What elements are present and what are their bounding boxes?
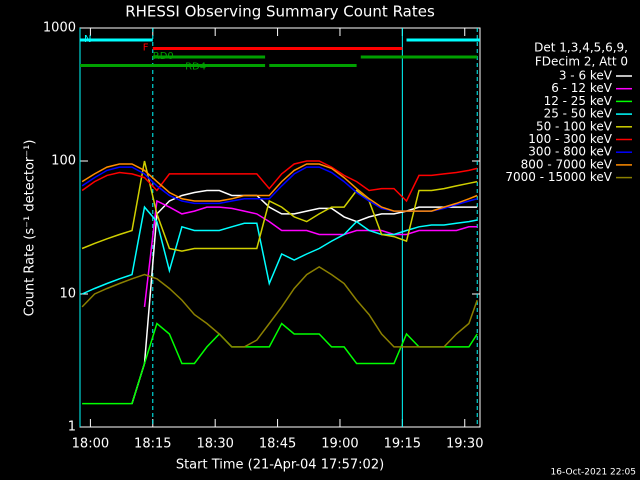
series-line bbox=[81, 266, 478, 348]
flag-label: F bbox=[143, 43, 149, 54]
footer: 16-Oct-2021 22:05 bbox=[551, 468, 636, 478]
series-line bbox=[131, 189, 478, 404]
legend-label: 7000 - 15000 keV bbox=[505, 170, 612, 184]
legend-label: 300 - 800 keV bbox=[528, 145, 612, 159]
legend-label: 100 - 300 keV bbox=[528, 132, 612, 146]
series-line bbox=[81, 166, 478, 212]
y-tick-label: 10 bbox=[59, 287, 76, 302]
series-line bbox=[81, 163, 478, 212]
legend-label: 12 - 25 keV bbox=[544, 94, 613, 108]
x-tick-label: 19:30 bbox=[446, 437, 483, 452]
series-line bbox=[81, 205, 478, 295]
series-line bbox=[81, 160, 478, 252]
flag-label: N bbox=[84, 34, 91, 45]
legend-label: 3 - 6 keV bbox=[559, 69, 613, 83]
x-tick-label: 19:15 bbox=[384, 437, 421, 452]
x-tick-label: 18:30 bbox=[196, 437, 233, 452]
x-tick-label: 19:00 bbox=[321, 437, 358, 452]
x-tick-label: 18:00 bbox=[72, 437, 109, 452]
x-tick-label: 18:15 bbox=[134, 437, 171, 452]
legend-label: 50 - 100 keV bbox=[536, 119, 613, 133]
y-tick-label: 1 bbox=[68, 420, 76, 435]
chart-title: RHESSI Observing Summary Count Rates bbox=[125, 3, 435, 21]
y-axis-label: Count Rate (s⁻¹ detector⁻¹) bbox=[23, 140, 38, 317]
legend-label: 25 - 50 keV bbox=[544, 107, 613, 121]
legend-header: FDecim 2, Att 0 bbox=[535, 55, 628, 69]
series-line bbox=[82, 322, 478, 405]
flag-label: RD4 bbox=[185, 62, 206, 73]
y-tick-label: 1000 bbox=[43, 21, 76, 36]
series-line bbox=[143, 199, 478, 307]
flag-label: RD0 bbox=[153, 51, 174, 62]
legend-label: 800 - 7000 keV bbox=[521, 157, 613, 171]
legend-label: 6 - 12 keV bbox=[551, 81, 613, 95]
x-axis-label: Start Time (21-Apr-04 17:57:02) bbox=[176, 458, 384, 473]
series-line bbox=[81, 160, 478, 203]
y-tick-label: 100 bbox=[51, 154, 76, 169]
legend-header: Det 1,3,4,5,6,9, bbox=[534, 41, 628, 55]
x-tick-label: 18:45 bbox=[259, 437, 296, 452]
